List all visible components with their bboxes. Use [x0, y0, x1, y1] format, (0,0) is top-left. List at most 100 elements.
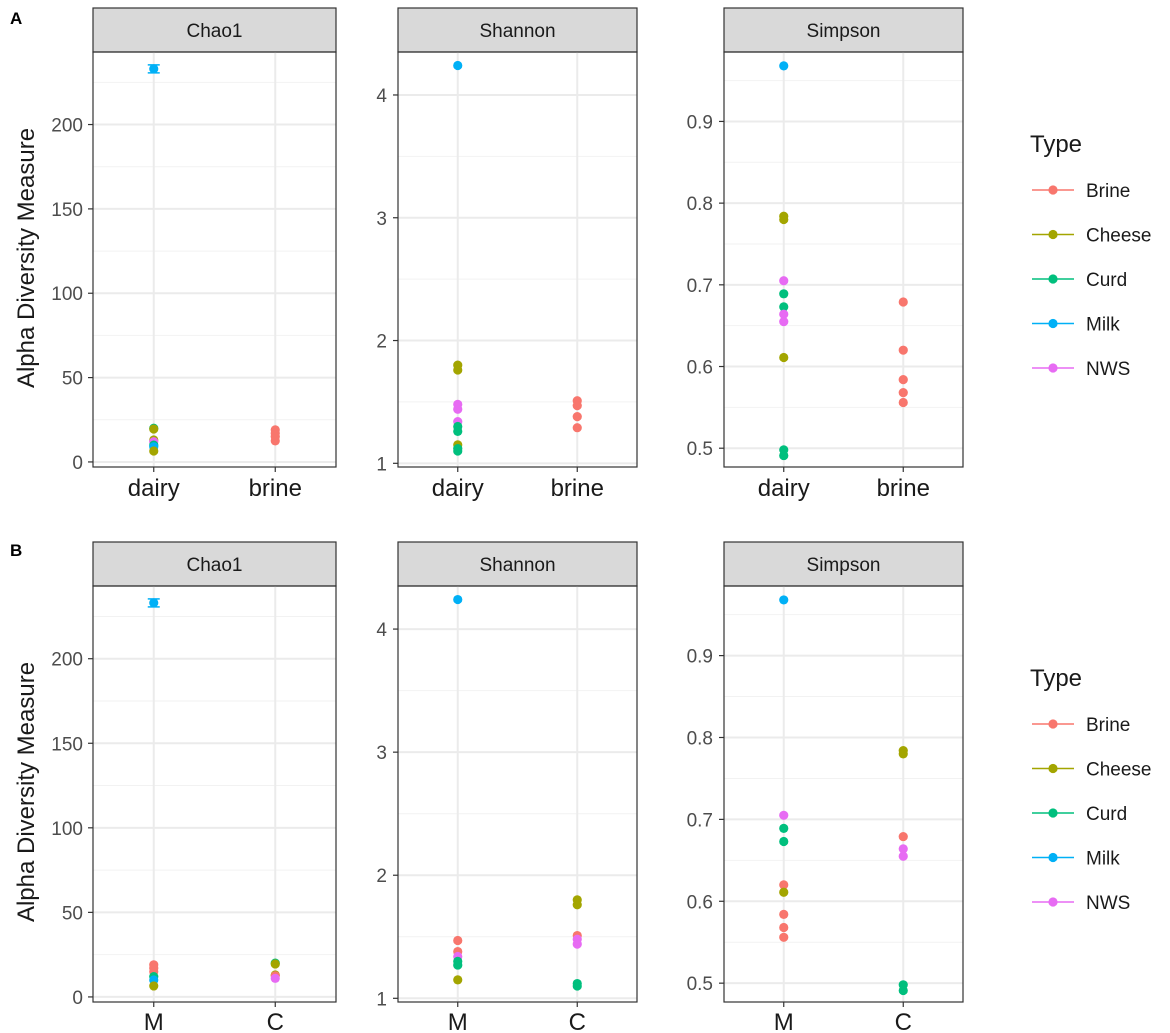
- data-point-curd: [779, 302, 789, 312]
- data-point-cheese: [149, 424, 159, 434]
- legend: Type Brine Cheese Curd Milk NWS: [1030, 665, 1152, 914]
- data-point-brine: [572, 401, 582, 411]
- data-point-cheese: [149, 446, 159, 456]
- data-point-curd: [779, 450, 789, 461]
- facet-strip: [723, 7, 964, 53]
- data-point-curd: [779, 289, 789, 299]
- legend-label: Brine: [1086, 715, 1130, 736]
- legend-key-point: [1048, 185, 1058, 195]
- data-point-brine: [898, 397, 908, 408]
- legend-key-point: [1048, 897, 1058, 907]
- y-tick-label: 0.9: [687, 112, 713, 133]
- legend-label: NWS: [1086, 893, 1130, 914]
- legend-label: Cheese: [1086, 226, 1152, 247]
- legend-key-point: [1048, 852, 1058, 863]
- x-tick-label: dairy: [432, 475, 484, 502]
- data-point-cheese: [898, 749, 908, 759]
- legend-label: Milk: [1086, 315, 1120, 336]
- panel-border: [92, 585, 337, 1003]
- data-point-nws: [779, 316, 789, 327]
- facet-strip: [397, 541, 638, 587]
- data-point-brine: [898, 345, 908, 355]
- data-point-nws: [453, 404, 463, 414]
- y-tick-label: 0.5: [687, 974, 713, 995]
- data-point-brine: [898, 297, 908, 307]
- y-tick-label: 0.6: [687, 892, 713, 913]
- x-tick-label: C: [895, 1009, 912, 1033]
- data-point-cheese: [779, 214, 789, 225]
- y-tick-label: 0.7: [687, 276, 713, 297]
- facet-strip: [92, 7, 337, 53]
- data-point-brine: [898, 374, 908, 385]
- data-point-brine: [779, 922, 789, 933]
- facet-strip: [723, 541, 964, 587]
- legend-key-point: [1048, 763, 1058, 774]
- y-tick-label: 1: [376, 454, 387, 475]
- legend-key-point: [1048, 229, 1058, 240]
- panel-border: [92, 51, 337, 468]
- y-tick-label: 0.6: [687, 358, 713, 379]
- y-tick-label: 150: [51, 200, 83, 221]
- legend-key-point: [1048, 363, 1058, 373]
- y-tick-label: 2: [376, 332, 387, 353]
- y-tick-label: 200: [51, 116, 83, 137]
- legend-label: Curd: [1086, 804, 1127, 825]
- data-point-brine: [779, 932, 789, 942]
- data-point-brine: [898, 388, 908, 398]
- data-point-brine: [779, 880, 789, 890]
- x-tick-label: brine: [551, 475, 604, 502]
- y-tick-label: 0: [72, 988, 83, 1009]
- y-tick-label: 0.7: [687, 810, 713, 831]
- data-point-milk: [453, 60, 463, 71]
- data-point-cheese: [453, 365, 463, 375]
- panel-border: [723, 585, 964, 1003]
- y-tick-label: 4: [376, 620, 387, 641]
- y-axis-title: Alpha Diversity Measure: [13, 662, 40, 922]
- legend-label: Curd: [1086, 270, 1127, 291]
- facet-title: Shannon: [479, 555, 555, 576]
- data-point-brine: [898, 831, 908, 842]
- data-point-brine: [453, 935, 463, 946]
- facet-panel-chao1: Chao1 0 50 100 150 200 dairy brine: [51, 7, 337, 502]
- y-axis-title: Alpha Diversity Measure: [13, 128, 40, 388]
- y-tick-label: 4: [376, 86, 387, 107]
- facet-panel-chao1: Chao1 0 50 100 150 200 M C: [51, 541, 337, 1033]
- x-tick-label: brine: [249, 475, 302, 502]
- data-point-brine: [779, 909, 789, 919]
- data-point-nws: [572, 939, 582, 949]
- facet-panel-simpson: Simpson 0.5 0.6 0.7 0.8 0.9 M C: [687, 541, 964, 1033]
- y-tick-label: 50: [62, 369, 83, 390]
- y-tick-label: 100: [51, 819, 83, 840]
- facet-strip: [397, 7, 638, 53]
- facet-strip: [92, 541, 337, 587]
- x-tick-label: brine: [877, 475, 930, 502]
- legend-title: Type: [1030, 131, 1082, 158]
- panel-tag-label: A: [10, 9, 22, 28]
- x-tick-label: M: [448, 1009, 468, 1033]
- facet-panel-shannon: Shannon 1 2 3 4 dairy brine: [376, 7, 638, 502]
- facet-panel-simpson: Simpson 0.5 0.6 0.7 0.8 0.9 dairy brine: [687, 7, 964, 502]
- data-point-nws: [898, 851, 908, 861]
- data-point-brine: [572, 423, 582, 433]
- y-tick-label: 150: [51, 734, 83, 755]
- x-tick-label: M: [144, 1009, 164, 1033]
- data-point-curd: [572, 981, 582, 991]
- x-tick-label: dairy: [758, 475, 810, 502]
- x-tick-label: dairy: [128, 475, 180, 502]
- data-point-cheese: [453, 975, 463, 985]
- facet-panel-shannon: Shannon 1 2 3 4 M C: [376, 541, 638, 1033]
- legend-title: Type: [1030, 665, 1082, 692]
- data-point-brine: [572, 412, 582, 422]
- legend: Type Brine Cheese Curd Milk NWS: [1030, 131, 1152, 380]
- data-point-nws: [270, 973, 280, 983]
- data-point-cheese: [149, 981, 159, 991]
- y-tick-label: 50: [62, 903, 83, 924]
- data-point-curd: [779, 823, 789, 833]
- facet-title: Chao1: [187, 21, 243, 42]
- data-point-cheese: [270, 959, 280, 969]
- legend-key-point: [1048, 808, 1058, 818]
- legend-label: Milk: [1086, 849, 1120, 870]
